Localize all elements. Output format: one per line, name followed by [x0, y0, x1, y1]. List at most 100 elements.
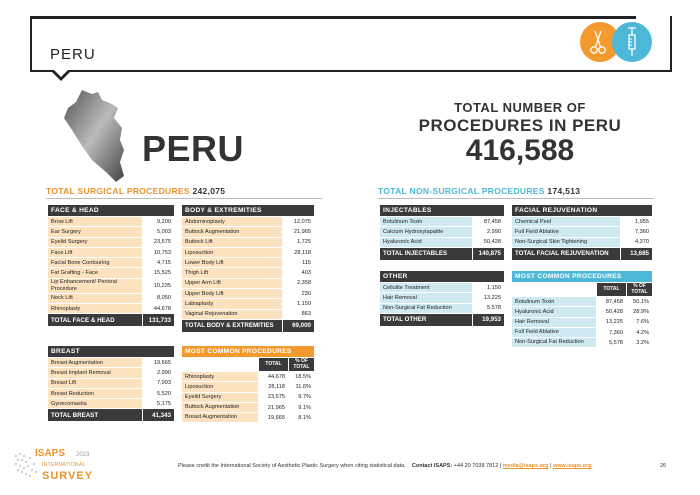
table-header: MOST COMMON PROCEDURES	[511, 270, 653, 283]
row-label: Abdominoplasty	[181, 215, 283, 228]
row-label: Botulinum Toxin	[379, 215, 473, 228]
table-total-row: TOTAL FACE & HEAD 131,733	[47, 313, 175, 328]
table-row: Breast Lift 7,993	[47, 377, 175, 389]
row-label: Labiaplasty	[181, 298, 283, 310]
row-value: 403	[282, 267, 315, 279]
table-total-row: TOTAL OTHER 19,953	[379, 312, 505, 327]
nonsurgical-total: 174,513	[547, 186, 581, 196]
footer: Please credit the International Society …	[178, 463, 592, 469]
row-percent: 9.1%	[288, 401, 315, 414]
row-value: 7,360	[620, 226, 653, 238]
row-value: 863	[282, 308, 315, 320]
total-value: 41,343	[142, 408, 175, 423]
row-label: Neck Lift	[47, 292, 143, 305]
row-percent: 28.9%	[626, 306, 653, 318]
footer-contact-label: Contact ISAPS:	[411, 463, 453, 469]
page-title: PERU	[50, 46, 96, 63]
row-value: 5,175	[142, 398, 175, 410]
face-head-table: FACE & HEAD Brow Lift 9,200 Ear Surgery 5,00…	[47, 204, 175, 328]
footer-credit: Please credit the International Society …	[178, 463, 406, 469]
row-label: Buttock Lift	[181, 236, 283, 248]
total-value: 19,953	[472, 312, 505, 327]
row-total: 7,360	[596, 326, 627, 339]
row-value: 1,150	[472, 281, 505, 294]
isaps-logo	[14, 452, 38, 478]
table-row: Liposuction 28,118	[181, 246, 315, 259]
row-label: Buttock Augmentation	[181, 226, 283, 238]
row-label: Buttock Augmentation	[181, 401, 259, 414]
row-value: 1,725	[282, 236, 315, 248]
row-label: Non-Surgical Skin Tightening	[511, 236, 621, 248]
surgical-heading: TOTAL SURGICAL PROCEDURES 242,075	[46, 186, 225, 196]
table-row: Hair Removal 13,225 7.6%	[511, 316, 653, 328]
row-percent: 4.2%	[626, 326, 653, 339]
row-label: Upper Arm Lift	[181, 277, 283, 290]
footer-separator-1: |	[499, 463, 502, 469]
row-value: 15,525	[142, 267, 175, 279]
total-value: 69,000	[282, 318, 315, 333]
footer-phone: +44 20 7038 7812	[453, 463, 499, 469]
country-name: PERU	[142, 128, 245, 169]
row-label: Non-Surgical Fat Reduction	[511, 337, 597, 349]
row-total: 87,458	[596, 295, 627, 308]
row-total: 44,678	[258, 370, 289, 383]
table-header: BODY & EXTREMITIES	[181, 204, 315, 217]
table-row: Rhinoplasty 44,678	[47, 303, 175, 315]
row-total: 13,225	[596, 316, 627, 328]
total-label: TOTAL FACIAL REJUVENATION	[511, 246, 621, 261]
row-label: Lower Body Lift	[181, 257, 283, 269]
row-label: Hyaluronic Acid	[511, 306, 597, 318]
table-total-row: TOTAL FACIAL REJUVENATION 13,685	[511, 246, 653, 261]
table-row: Liposuction 28,118 11.6%	[181, 381, 315, 393]
row-label: Cellulite Treatment	[379, 281, 473, 294]
table-row: Facial Bone Contouring 4,715	[47, 257, 175, 269]
row-percent: 7.6%	[626, 316, 653, 328]
row-value: 19,665	[142, 356, 175, 369]
table-header: OTHER	[379, 270, 505, 283]
syringe-icon	[612, 22, 652, 62]
row-label: Vaginal Rejuvenation	[181, 308, 283, 320]
logo-name: ISAPS	[35, 448, 66, 459]
country-map	[64, 90, 124, 182]
footer-web-link[interactable]: www.isaps.org	[553, 463, 592, 469]
row-label: Eyelid Surgery	[47, 236, 143, 248]
table-header: FACIAL REJUVENATION	[511, 204, 653, 217]
total-label: TOTAL BREAST	[47, 408, 143, 423]
surgical-total: 242,075	[192, 186, 226, 196]
row-label: Thigh Lift	[181, 267, 283, 279]
footer-separator-2: |	[550, 463, 552, 469]
row-value: 12,075	[282, 215, 315, 228]
table-row: Breast Augmentation 19,665	[47, 356, 175, 369]
row-label: Breast Augmentation	[181, 412, 259, 424]
row-total: 50,428	[596, 306, 627, 318]
table-row: Buttock Augmentation 21,965 9.1%	[181, 401, 315, 414]
facial-rejuvenation-table: FACIAL REJUVENATION Chemical Peel 1,955 Ful…	[511, 204, 653, 261]
row-value: 21,965	[282, 226, 315, 238]
table-row: Calcium Hydroxylapatite 2,990	[379, 226, 505, 238]
table-header: INJECTABLES	[379, 204, 505, 217]
row-percent: 8.1%	[288, 412, 315, 424]
table-row: Breast Implant Removal 2,990	[47, 367, 175, 379]
row-label: Brow Lift	[47, 215, 143, 228]
row-value: 5,003	[142, 226, 175, 238]
table-row: Chemical Peel 1,955	[511, 215, 653, 228]
total-label: TOTAL INJECTABLES	[379, 246, 473, 261]
column-spacer	[181, 357, 259, 372]
table-row: Lip Enhancement/ Perioral Procedure 10,23…	[47, 277, 175, 294]
footer-email-link[interactable]: media@isaps.org	[502, 463, 549, 469]
table-row: Buttock Augmentation 21,965	[181, 226, 315, 238]
row-percent: 11.6%	[288, 381, 315, 393]
total-label: TOTAL OTHER	[379, 312, 473, 327]
row-label: Chemical Peel	[511, 215, 621, 228]
table-row: Full Field Ablative 7,360 4.2%	[511, 326, 653, 339]
row-value: 87,458	[472, 215, 505, 228]
nonsurgical-divider	[378, 198, 654, 199]
column-total: TOTAL	[258, 357, 289, 372]
page-number: 26	[660, 463, 667, 469]
table-total-row: TOTAL BODY & EXTREMITIES 69,000	[181, 318, 315, 333]
table-row: Botulinum Toxin 87,458 50.1%	[511, 295, 653, 308]
breast-table: BREAST Breast Augmentation 19,665 Breast Im…	[47, 345, 175, 423]
row-label: Face Lift	[47, 246, 143, 259]
row-label: Liposuction	[181, 381, 259, 393]
row-value: 1,150	[282, 298, 315, 310]
